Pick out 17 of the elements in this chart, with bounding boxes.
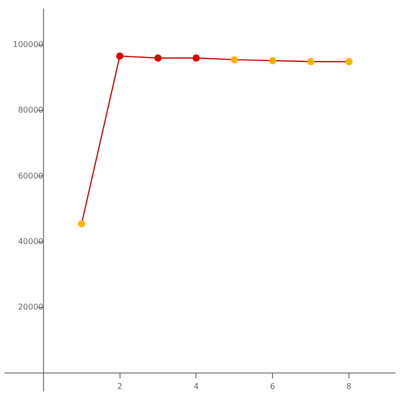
point	[230, 56, 238, 64]
x-tick-label: 2	[117, 382, 122, 392]
x-tick-label: 8	[346, 382, 352, 392]
point	[192, 54, 200, 62]
y-tick-label: 80000	[18, 106, 44, 115]
y-tick-label: 100000	[12, 40, 44, 49]
x-tick-label: 4	[194, 382, 199, 392]
point	[116, 52, 124, 60]
y-tick-label: 40000	[18, 236, 44, 246]
y-tick-label: 20000	[18, 302, 44, 312]
y-tick-label: 60000	[18, 171, 44, 180]
point	[268, 57, 276, 64]
point	[307, 58, 314, 66]
point	[78, 220, 86, 228]
point	[154, 54, 162, 62]
x-tick-label: 6	[270, 382, 276, 392]
point	[345, 58, 353, 66]
